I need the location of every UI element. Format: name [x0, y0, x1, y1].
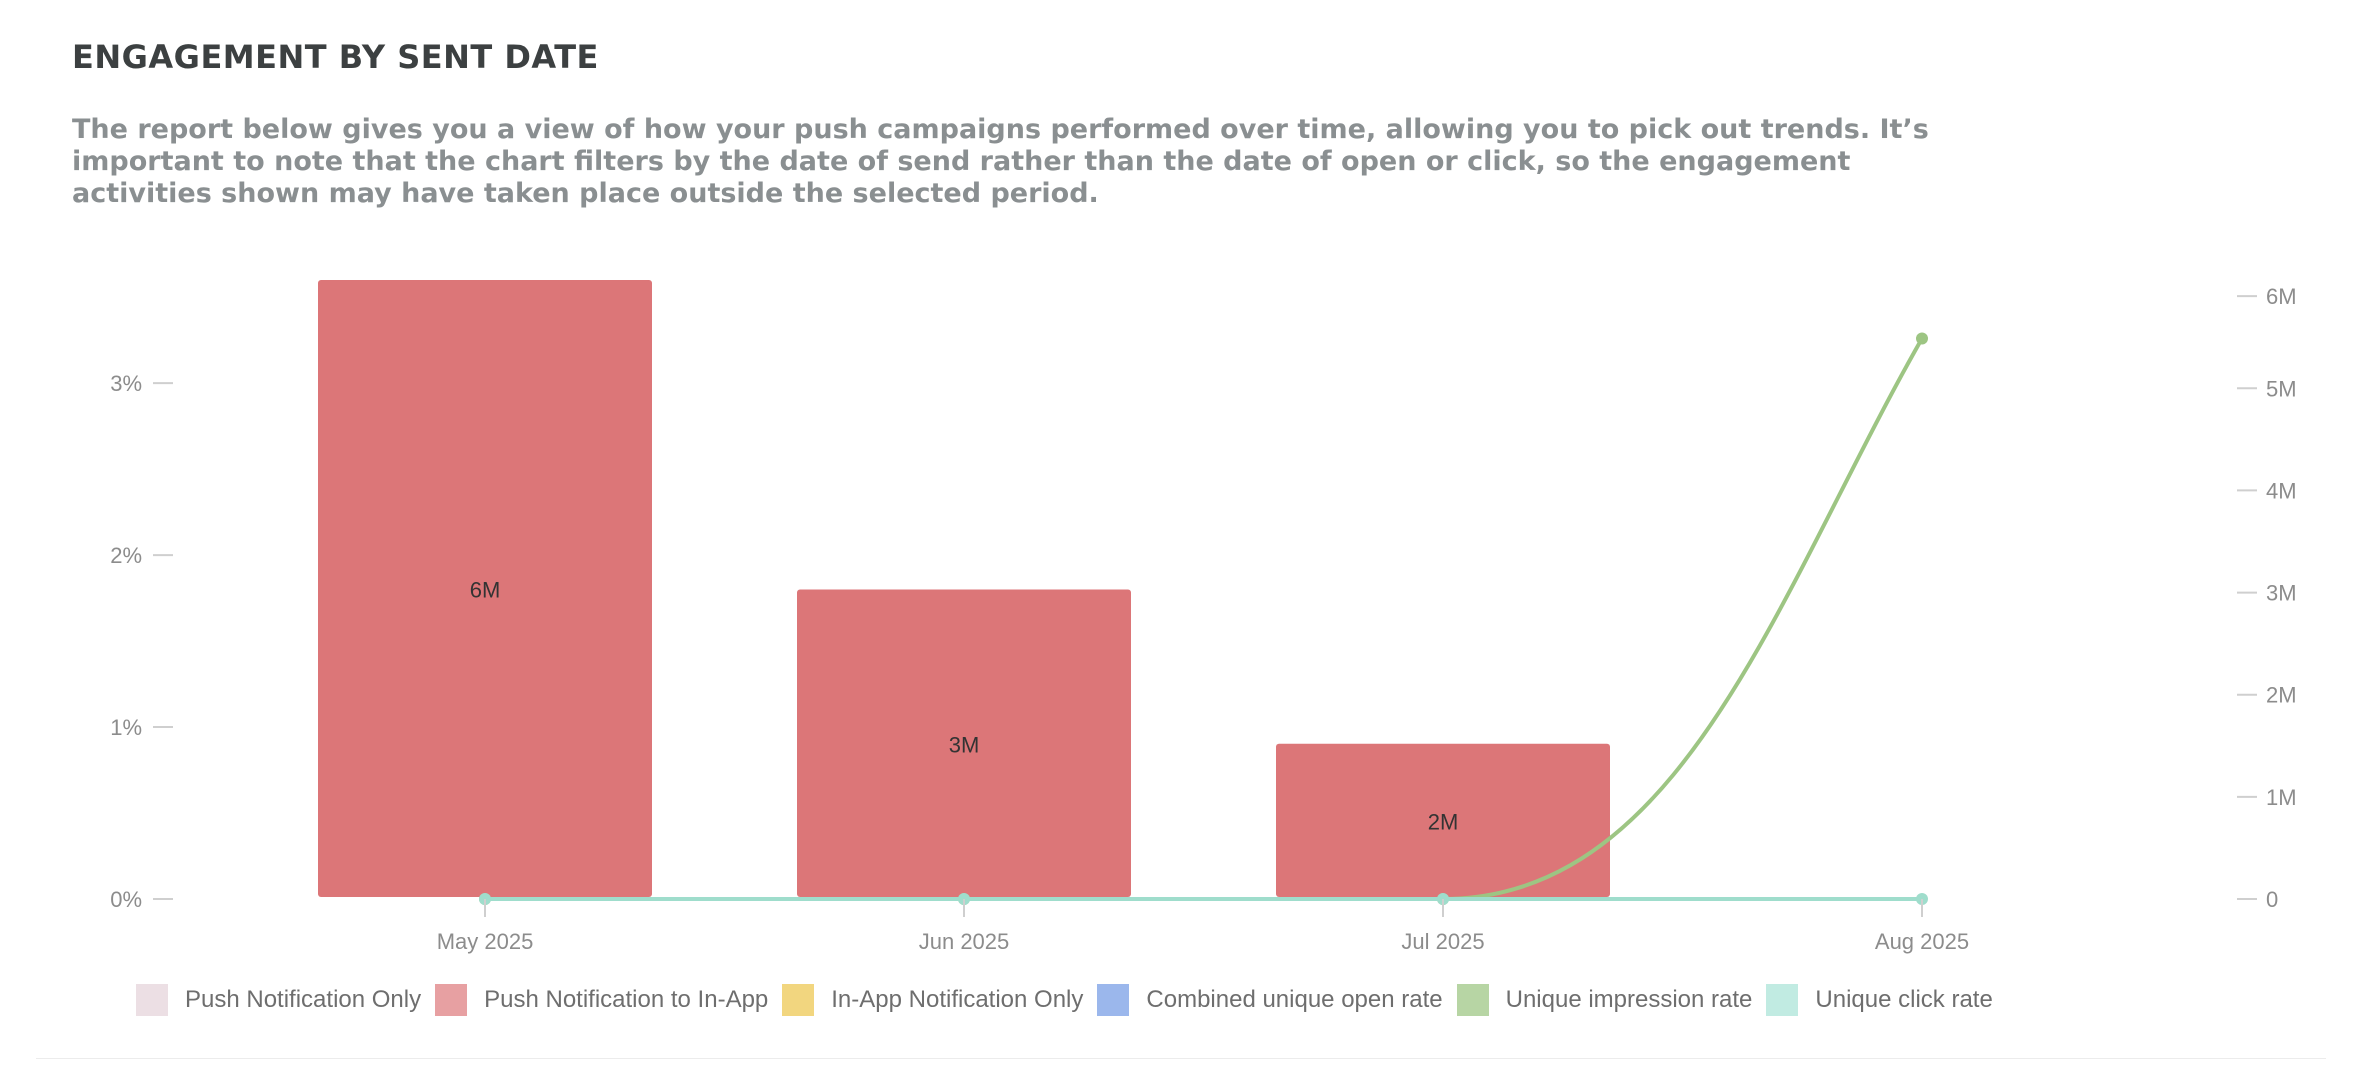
legend-label: In-App Notification Only — [831, 986, 1084, 1013]
right-axis-tick-label: 5M — [2266, 376, 2297, 401]
bar-data-label: 3M — [949, 732, 980, 757]
series-line[interactable] — [485, 337, 1924, 901]
bar[interactable] — [1276, 743, 1610, 897]
legend-label: Push Notification to In-App — [484, 986, 769, 1013]
right-axis-tick-label: 4M — [2266, 478, 2297, 503]
right-axis-tick-label: 0 — [2266, 887, 2278, 912]
bar-data-label: 2M — [1428, 809, 1459, 834]
left-axis-tick-label: 0% — [110, 887, 142, 912]
legend-item[interactable]: Unique impression rate — [1456, 984, 1753, 1016]
legend-label: Unique click rate — [1815, 986, 1993, 1013]
right-axis-tick-label: 1M — [2266, 785, 2297, 810]
x-axis-tick-label: Aug 2025 — [1875, 929, 1969, 954]
legend-label: Combined unique open rate — [1146, 986, 1443, 1013]
legend-label: Unique impression rate — [1505, 986, 1753, 1013]
x-axis: May 2025 Jun 2025 Jul 2025 Aug 2025 — [437, 899, 1969, 954]
x-axis-tick-label: Jun 2025 — [919, 929, 1010, 954]
chart-legend: Push Notification Only Push Notification … — [136, 984, 2007, 1016]
right-axis-tick-label: 2M — [2266, 683, 2297, 708]
legend-item[interactable]: Unique click rate — [1766, 984, 1993, 1016]
page-title: ENGAGEMENT BY SENT DATE — [72, 38, 599, 76]
legend-item[interactable]: Push Notification to In-App — [435, 984, 768, 1016]
legend-item[interactable]: In-App Notification Only — [782, 984, 1083, 1016]
series-point[interactable] — [1916, 332, 1928, 345]
right-axis-tick-label: 6M — [2266, 284, 2297, 309]
left-axis: 0% 1% 2% 3% — [110, 371, 173, 912]
bottom-divider — [36, 1058, 2326, 1059]
line-series — [479, 332, 1928, 905]
legend-item[interactable]: Push Notification Only — [136, 984, 421, 1016]
legend-swatch — [435, 984, 468, 1016]
x-axis-tick-label: May 2025 — [437, 929, 534, 954]
left-axis-tick-label: 1% — [110, 715, 142, 740]
bar-series: 6M 3M 2M — [318, 280, 1610, 897]
left-axis-tick-label: 2% — [110, 543, 142, 568]
legend-swatch — [1766, 984, 1799, 1016]
legend-swatch — [1456, 984, 1489, 1016]
right-axis-tick-label: 3M — [2266, 581, 2297, 606]
legend-swatch — [136, 984, 168, 1016]
legend-swatch — [1097, 984, 1130, 1016]
x-axis-tick-label: Jul 2025 — [1401, 929, 1484, 954]
bar-data-label: 6M — [470, 578, 501, 603]
report-description: The report below gives you a view of how… — [72, 114, 1929, 209]
legend-swatch — [782, 984, 815, 1016]
legend-item[interactable]: Combined unique open rate — [1097, 984, 1443, 1016]
legend-label: Push Notification Only — [185, 986, 422, 1013]
right-axis: 0 1M 2M 3M 4M 5M 6M — [2237, 284, 2297, 912]
bar[interactable] — [797, 589, 1131, 898]
bar[interactable] — [318, 280, 652, 897]
left-axis-tick-label: 3% — [110, 371, 142, 396]
